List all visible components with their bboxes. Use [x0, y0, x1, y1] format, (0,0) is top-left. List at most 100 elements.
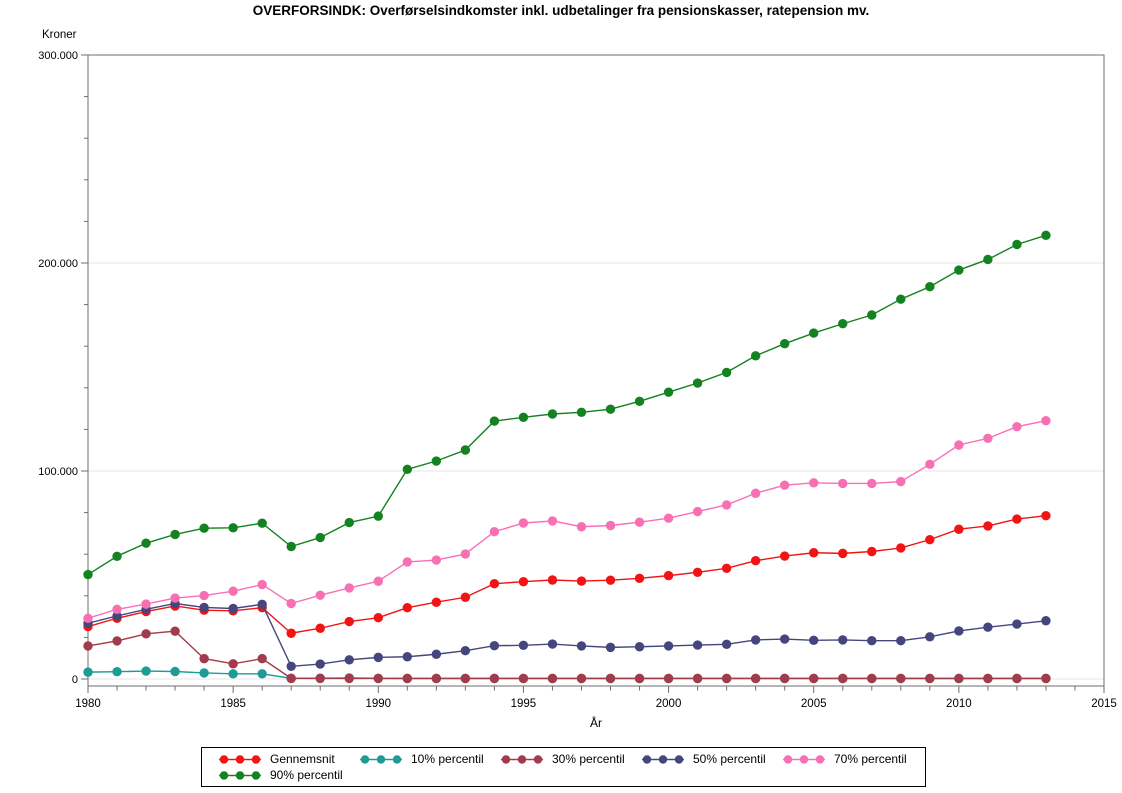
- series-line: [87, 630, 1046, 680]
- data-point: [373, 576, 383, 586]
- data-point: [228, 659, 238, 669]
- data-point: [431, 649, 442, 659]
- data-point: [460, 673, 471, 684]
- data-point: [199, 602, 209, 613]
- data-point: [692, 506, 703, 517]
- data-point: [721, 367, 732, 378]
- series-line: [87, 602, 1047, 668]
- data-point: [141, 538, 151, 548]
- data-point: [896, 476, 906, 487]
- data-point: [838, 673, 848, 684]
- data-point: [315, 623, 325, 633]
- y-tick-label: 200.000: [38, 258, 78, 270]
- data-point: [547, 516, 558, 526]
- data-point: [489, 673, 500, 684]
- data-point: [83, 641, 93, 651]
- x-tick-label: 2005: [801, 698, 827, 710]
- data-point: [750, 555, 761, 566]
- data-point: [925, 459, 935, 470]
- x-tick-label: 1990: [365, 698, 391, 710]
- data-point: [809, 478, 819, 488]
- data-point: [1012, 421, 1022, 432]
- data-point: [402, 602, 413, 613]
- data-point: [576, 641, 587, 651]
- data-point: [286, 628, 296, 638]
- legend-marker-icon: [783, 754, 825, 764]
- plot-frame: [87, 54, 1105, 687]
- y-tick-label: 300.000: [38, 50, 78, 62]
- legend-marker-icon: [501, 754, 543, 764]
- data-point: [750, 351, 761, 361]
- data-point: [199, 668, 209, 678]
- data-point: [896, 294, 906, 304]
- legend-entries: Gennemsnit 10% percentil 30% percentil 50% …: [218, 751, 925, 783]
- x-axis-title: År: [590, 716, 602, 730]
- data-point: [460, 592, 471, 602]
- data-point: [983, 673, 993, 684]
- data-point: [576, 522, 587, 532]
- data-point: [315, 532, 325, 543]
- data-point: [634, 396, 645, 407]
- data-point: [867, 546, 877, 557]
- data-point: [228, 603, 238, 614]
- legend-marker-icon: [219, 754, 261, 764]
- data-point: [1041, 616, 1051, 626]
- data-point: [170, 626, 180, 636]
- x-tick-label: 2000: [656, 698, 682, 710]
- legend-label: 70% percentil: [834, 752, 907, 766]
- data-point: [954, 626, 964, 636]
- data-point: [170, 529, 180, 540]
- data-point: [576, 673, 587, 684]
- x-tick-label: 1985: [220, 698, 246, 710]
- data-point: [286, 673, 296, 684]
- data-point: [344, 655, 354, 665]
- data-point: [692, 378, 703, 388]
- data-point: [750, 488, 761, 498]
- data-point: [373, 612, 383, 623]
- data-point: [344, 583, 354, 593]
- legend-marker-icon: [219, 770, 261, 780]
- data-point: [489, 527, 500, 537]
- data-point: [489, 641, 500, 651]
- data-point: [779, 634, 790, 644]
- data-point: [460, 445, 471, 455]
- data-point: [228, 586, 238, 596]
- data-point: [721, 639, 732, 649]
- legend-entry: Gennemsnit: [218, 752, 359, 766]
- data-point: [402, 673, 413, 684]
- x-tick-label: 1980: [75, 698, 101, 710]
- data-point: [1041, 511, 1051, 521]
- data-point: [605, 575, 616, 585]
- data-point: [315, 659, 325, 669]
- data-point: [779, 551, 790, 561]
- data-point: [83, 667, 93, 677]
- data-point: [896, 673, 906, 684]
- legend-entry: 90% percentil: [218, 768, 359, 782]
- legend-label: 50% percentil: [693, 752, 766, 766]
- data-point: [925, 673, 935, 684]
- series-line: [87, 419, 1047, 619]
- data-point: [1041, 230, 1051, 241]
- data-point: [576, 407, 587, 418]
- data-point: [983, 254, 993, 265]
- data-point: [547, 575, 558, 585]
- data-point: [199, 523, 209, 533]
- data-point: [141, 629, 151, 639]
- data-point: [344, 673, 354, 684]
- x-tick-label: 2015: [1091, 698, 1117, 710]
- data-point: [83, 613, 93, 623]
- data-point: [402, 652, 413, 662]
- data-point: [896, 543, 906, 553]
- legend: Gennemsnit 10% percentil 30% percentil 50% …: [201, 747, 926, 787]
- data-point: [315, 590, 325, 600]
- data-point: [257, 599, 267, 610]
- data-point: [141, 599, 151, 609]
- data-point: [112, 667, 122, 677]
- data-point: [489, 416, 500, 426]
- data-point: [605, 642, 616, 653]
- data-point: [605, 520, 616, 531]
- data-point: [257, 579, 267, 590]
- legend-label: 90% percentil: [270, 768, 343, 782]
- y-tick-label: 0: [72, 674, 78, 686]
- data-point: [634, 573, 645, 584]
